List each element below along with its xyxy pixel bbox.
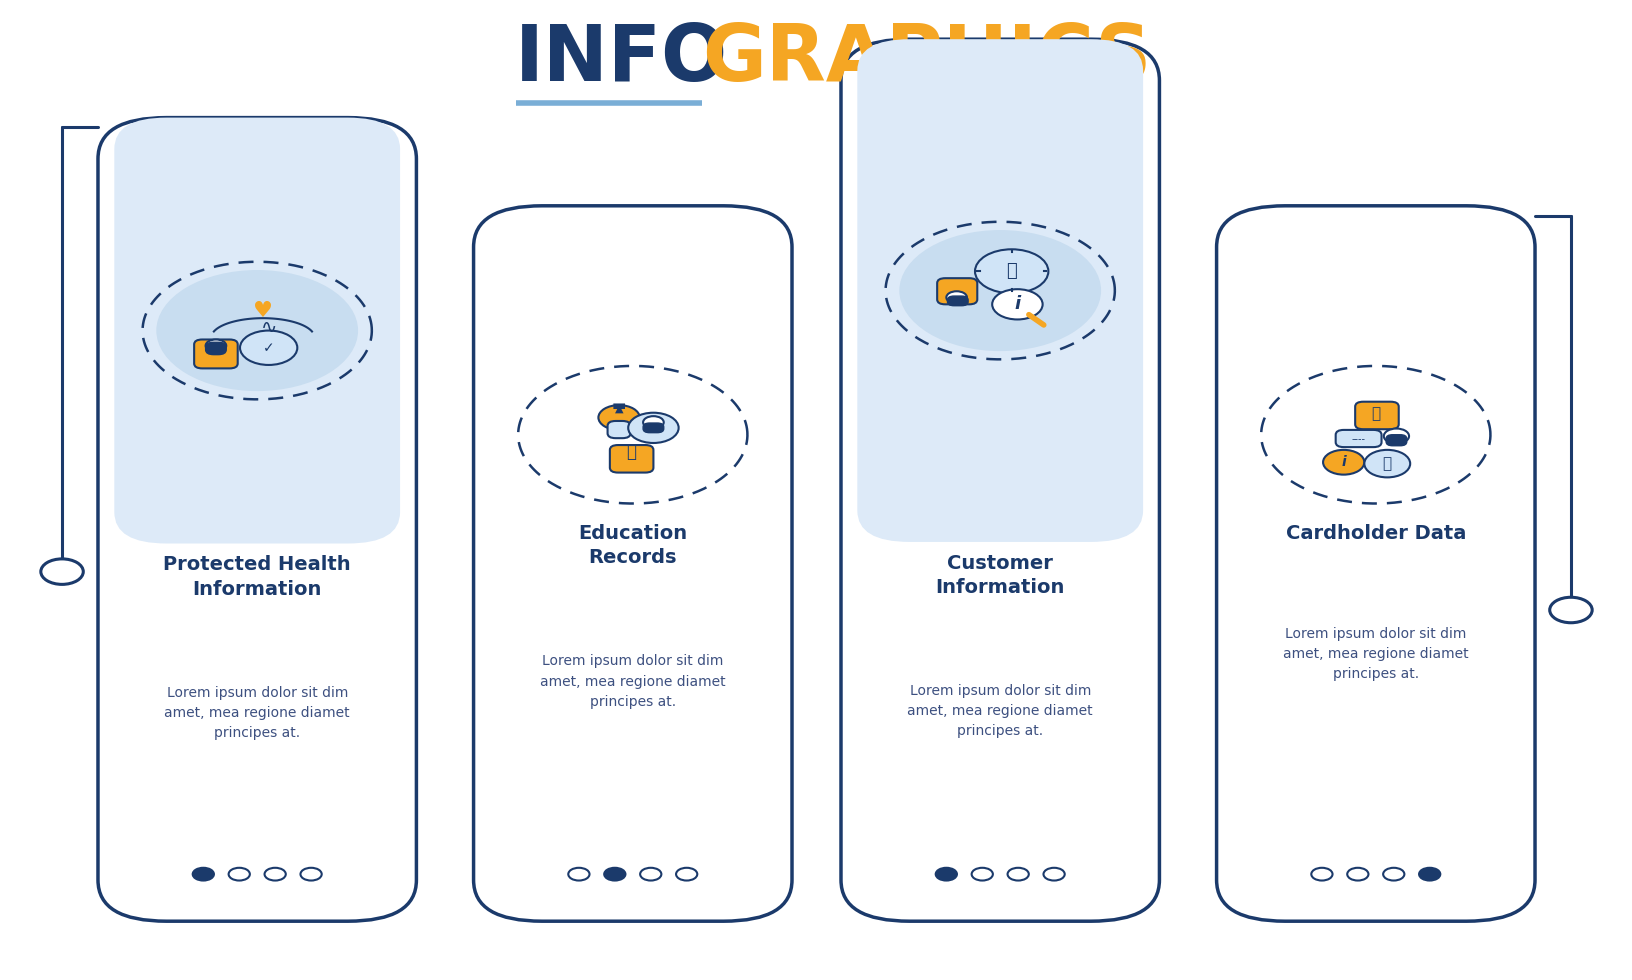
FancyBboxPatch shape	[643, 423, 663, 432]
Circle shape	[1418, 868, 1439, 880]
Text: ▬: ▬	[612, 398, 625, 414]
Text: Lorem ipsum dolor sit dim
amet, mea regione diamet
principes at.: Lorem ipsum dolor sit dim amet, mea regi…	[165, 686, 349, 740]
Circle shape	[899, 230, 1100, 351]
FancyBboxPatch shape	[206, 342, 227, 355]
Circle shape	[1007, 868, 1028, 880]
Circle shape	[240, 330, 297, 365]
Circle shape	[935, 868, 956, 880]
Text: Lorem ipsum dolor sit dim
amet, mea regione diamet
principes at.: Lorem ipsum dolor sit dim amet, mea regi…	[1283, 627, 1467, 681]
FancyBboxPatch shape	[947, 296, 968, 306]
Text: 🎓: 🎓	[627, 443, 636, 461]
FancyBboxPatch shape	[194, 339, 238, 368]
Text: INFO: INFO	[514, 21, 728, 97]
Circle shape	[157, 270, 357, 391]
Text: ----: ----	[1351, 434, 1364, 444]
Text: ✓: ✓	[263, 341, 274, 355]
Text: ▲: ▲	[614, 404, 623, 414]
Circle shape	[300, 868, 322, 880]
Circle shape	[228, 868, 250, 880]
Circle shape	[1322, 450, 1363, 474]
FancyBboxPatch shape	[609, 445, 653, 472]
Circle shape	[992, 289, 1041, 319]
Circle shape	[974, 249, 1048, 293]
Circle shape	[41, 559, 83, 584]
Circle shape	[1310, 868, 1332, 880]
Text: i: i	[1013, 295, 1020, 314]
Circle shape	[1275, 374, 1475, 495]
Circle shape	[264, 868, 286, 880]
Circle shape	[1549, 597, 1591, 622]
FancyBboxPatch shape	[1216, 206, 1534, 921]
Circle shape	[1382, 868, 1404, 880]
Circle shape	[568, 868, 589, 880]
FancyBboxPatch shape	[114, 118, 400, 544]
FancyBboxPatch shape	[1335, 430, 1381, 447]
Circle shape	[640, 868, 661, 880]
Circle shape	[1043, 868, 1064, 880]
Circle shape	[1382, 428, 1408, 444]
Circle shape	[676, 868, 697, 880]
Text: ♥: ♥	[253, 301, 273, 321]
Circle shape	[947, 291, 966, 304]
Circle shape	[604, 868, 625, 880]
Text: Lorem ipsum dolor sit dim
amet, mea regione diamet
principes at.: Lorem ipsum dolor sit dim amet, mea regi…	[907, 684, 1092, 738]
Text: Protected Health
Information: Protected Health Information	[163, 556, 351, 599]
Circle shape	[628, 413, 679, 443]
Circle shape	[1346, 868, 1368, 880]
FancyBboxPatch shape	[607, 421, 630, 438]
Circle shape	[597, 405, 640, 430]
Text: Cardholder Data: Cardholder Data	[1284, 524, 1466, 543]
Circle shape	[193, 868, 214, 880]
Text: 👥: 👥	[1005, 263, 1017, 280]
Circle shape	[206, 339, 227, 352]
Text: Education
Records: Education Records	[578, 524, 687, 567]
Text: GRAPHICS: GRAPHICS	[702, 21, 1151, 97]
Circle shape	[971, 868, 992, 880]
Text: 🛡: 🛡	[1382, 456, 1390, 471]
Text: Lorem ipsum dolor sit dim
amet, mea regione diamet
principes at.: Lorem ipsum dolor sit dim amet, mea regi…	[540, 655, 725, 709]
Text: 👤: 👤	[1371, 407, 1379, 421]
Circle shape	[532, 374, 733, 495]
FancyBboxPatch shape	[1386, 435, 1405, 446]
Text: i: i	[1340, 456, 1345, 469]
FancyBboxPatch shape	[937, 278, 976, 305]
Text: Customer
Information: Customer Information	[935, 554, 1064, 597]
FancyBboxPatch shape	[98, 118, 416, 921]
FancyBboxPatch shape	[473, 206, 792, 921]
Circle shape	[1363, 450, 1410, 477]
FancyBboxPatch shape	[857, 39, 1142, 542]
FancyBboxPatch shape	[1355, 402, 1399, 429]
Circle shape	[643, 416, 663, 428]
FancyBboxPatch shape	[840, 39, 1159, 921]
Text: ∿: ∿	[261, 318, 277, 336]
